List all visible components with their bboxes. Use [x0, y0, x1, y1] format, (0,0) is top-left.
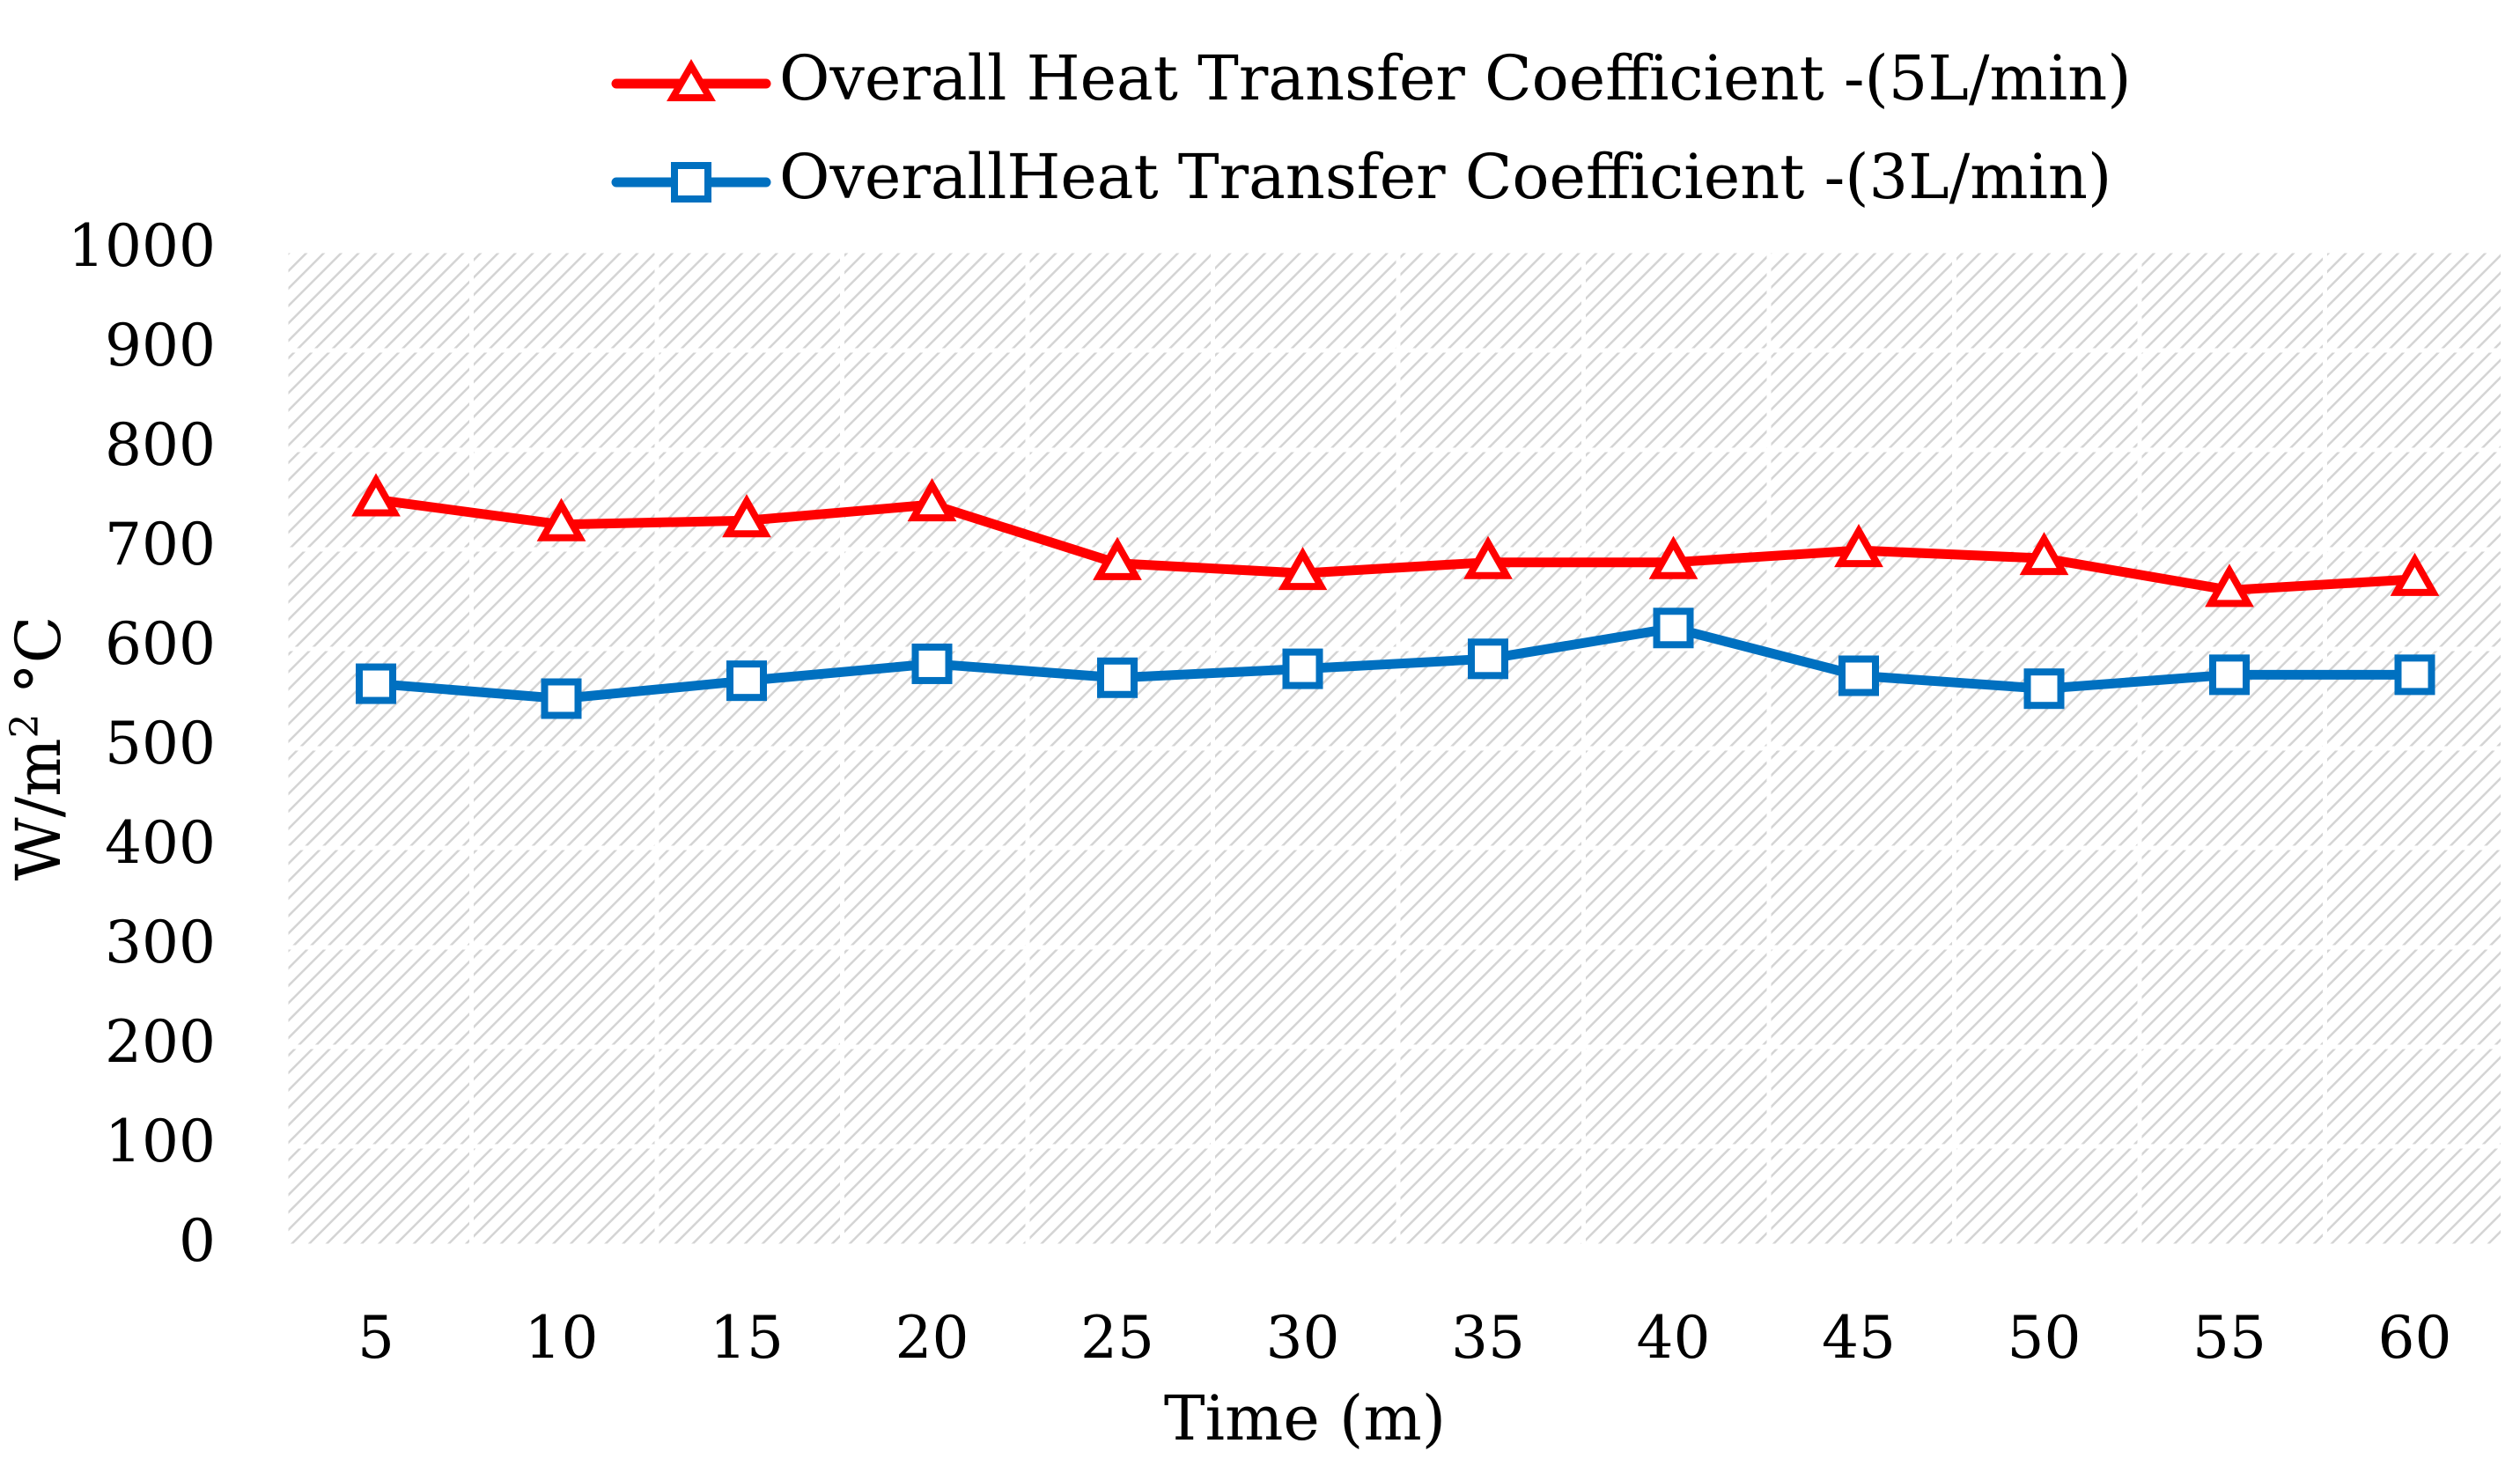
y-axis-title-unit: °C [3, 616, 75, 714]
series-1-point [2394, 654, 2435, 696]
legend: Overall Heat Transfer Coefficient -(5L/m… [611, 42, 2132, 213]
series-0-point [2390, 552, 2440, 596]
x-tick-label: 40 [1637, 1304, 1711, 1372]
y-axis-ticks: 0 100 200 300 400 500 600 700 800 900 1000 [68, 212, 216, 1275]
x-tick-label: 15 [710, 1304, 784, 1372]
gridlines [284, 248, 2513, 1248]
series-0-point [1648, 535, 1698, 579]
legend-label-series-1: OverallHeat Transfer Coefficient -(3L/mi… [779, 141, 2111, 213]
y-tick-label: 500 [105, 710, 216, 777]
series-1-line [371, 622, 2420, 703]
legend-marker-square-icon [671, 162, 711, 203]
x-tick-label: 25 [1080, 1304, 1154, 1372]
x-axis-ticks: 5 10 15 20 25 30 35 40 45 50 55 60 [357, 1304, 2451, 1372]
x-tick-label: 10 [525, 1304, 599, 1372]
series-1-point [1838, 655, 1879, 696]
x-tick-label: 5 [357, 1304, 394, 1372]
x-tick-label: 55 [2192, 1304, 2266, 1372]
series-0-point [1278, 547, 1328, 591]
y-tick-label: 300 [105, 909, 216, 976]
series-0-point [722, 494, 771, 538]
x-tick-label: 30 [1266, 1304, 1340, 1372]
y-axis-title-base: W/m [3, 738, 75, 880]
y-tick-label: 1000 [68, 212, 216, 280]
y-tick-label: 100 [105, 1108, 216, 1175]
series-0-point [2019, 532, 2069, 576]
series-1-point [1468, 638, 1508, 680]
y-tick-label: 700 [105, 511, 216, 578]
y-axis-title-superscript: 2 [3, 713, 48, 738]
series-1-point [726, 660, 767, 702]
y-tick-label: 0 [179, 1207, 216, 1275]
series-1-point [1282, 648, 1323, 689]
series-1-point [2023, 668, 2065, 710]
series-0-point [2205, 563, 2254, 608]
series-1-point [2209, 654, 2250, 696]
series-1-point [356, 663, 396, 704]
series-0 [351, 473, 2440, 608]
legend-label-series-0: Overall Heat Transfer Coefficient -(5L/m… [779, 42, 2132, 114]
y-tick-label: 600 [105, 610, 216, 678]
series-0-point [907, 478, 957, 522]
series [351, 473, 2440, 719]
series-1-point [1097, 657, 1138, 698]
series-0-point [1463, 535, 1513, 579]
series-1-point [541, 678, 582, 719]
series-1-point [911, 643, 953, 684]
series-0-point [351, 473, 401, 517]
x-axis-title: Time (m) [1164, 1382, 1446, 1455]
x-tick-label: 45 [1822, 1304, 1896, 1372]
series-1-point [1653, 608, 1694, 649]
legend-item-series-1: OverallHeat Transfer Coefficient -(3L/mi… [611, 141, 2111, 213]
y-tick-label: 400 [105, 809, 216, 877]
y-tick-label: 200 [105, 1008, 216, 1076]
legend-item-series-0: Overall Heat Transfer Coefficient -(5L/m… [611, 42, 2132, 114]
x-tick-label: 50 [2008, 1304, 2082, 1372]
legend-marker-triangle-icon [667, 59, 716, 101]
x-tick-label: 35 [1451, 1304, 1525, 1372]
x-tick-label: 60 [2378, 1304, 2452, 1372]
series-0-point [1093, 536, 1142, 580]
series-0-point [1834, 524, 1883, 568]
series-0-point [536, 497, 586, 541]
y-tick-label: 900 [105, 312, 216, 379]
series-0-line [371, 495, 2420, 595]
y-tick-label: 800 [105, 411, 216, 479]
x-tick-label: 20 [895, 1304, 969, 1372]
y-axis-title: W/m2 °C [3, 616, 76, 881]
series-1 [356, 608, 2435, 719]
